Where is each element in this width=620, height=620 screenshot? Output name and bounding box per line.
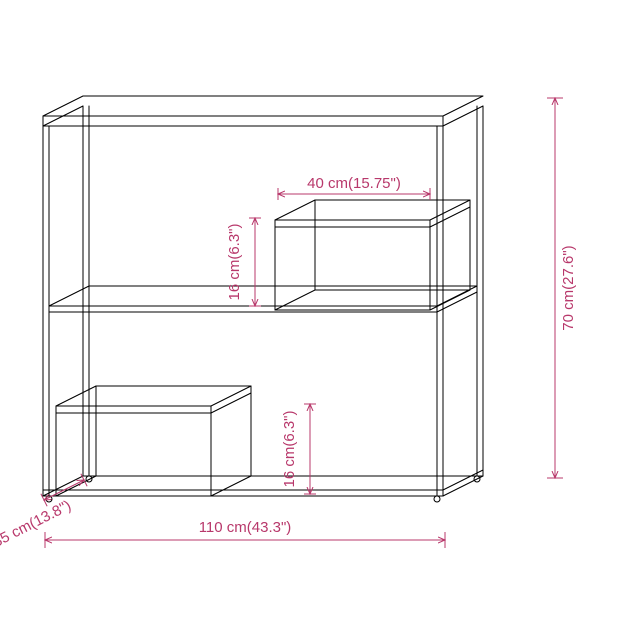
dimension-label: 70 cm(27.6") [560, 245, 577, 330]
dimension-label: 16 cm(6.3") [226, 223, 243, 300]
dimension-label: 110 cm(43.3") [199, 519, 292, 536]
shelf-outline [43, 96, 483, 502]
dimension-label: 16 cm(6.3") [281, 410, 298, 487]
dimension-label: 35 cm(13.8") [0, 497, 74, 551]
furniture-diagram: 110 cm(43.3") 35 cm(13.8") 70 cm(27.6") 40 … [0, 0, 620, 620]
dimension-label: 40 cm(15.75") [307, 175, 401, 192]
dimension-annotations: 110 cm(43.3") 35 cm(13.8") 70 cm(27.6") 40 … [0, 98, 577, 551]
